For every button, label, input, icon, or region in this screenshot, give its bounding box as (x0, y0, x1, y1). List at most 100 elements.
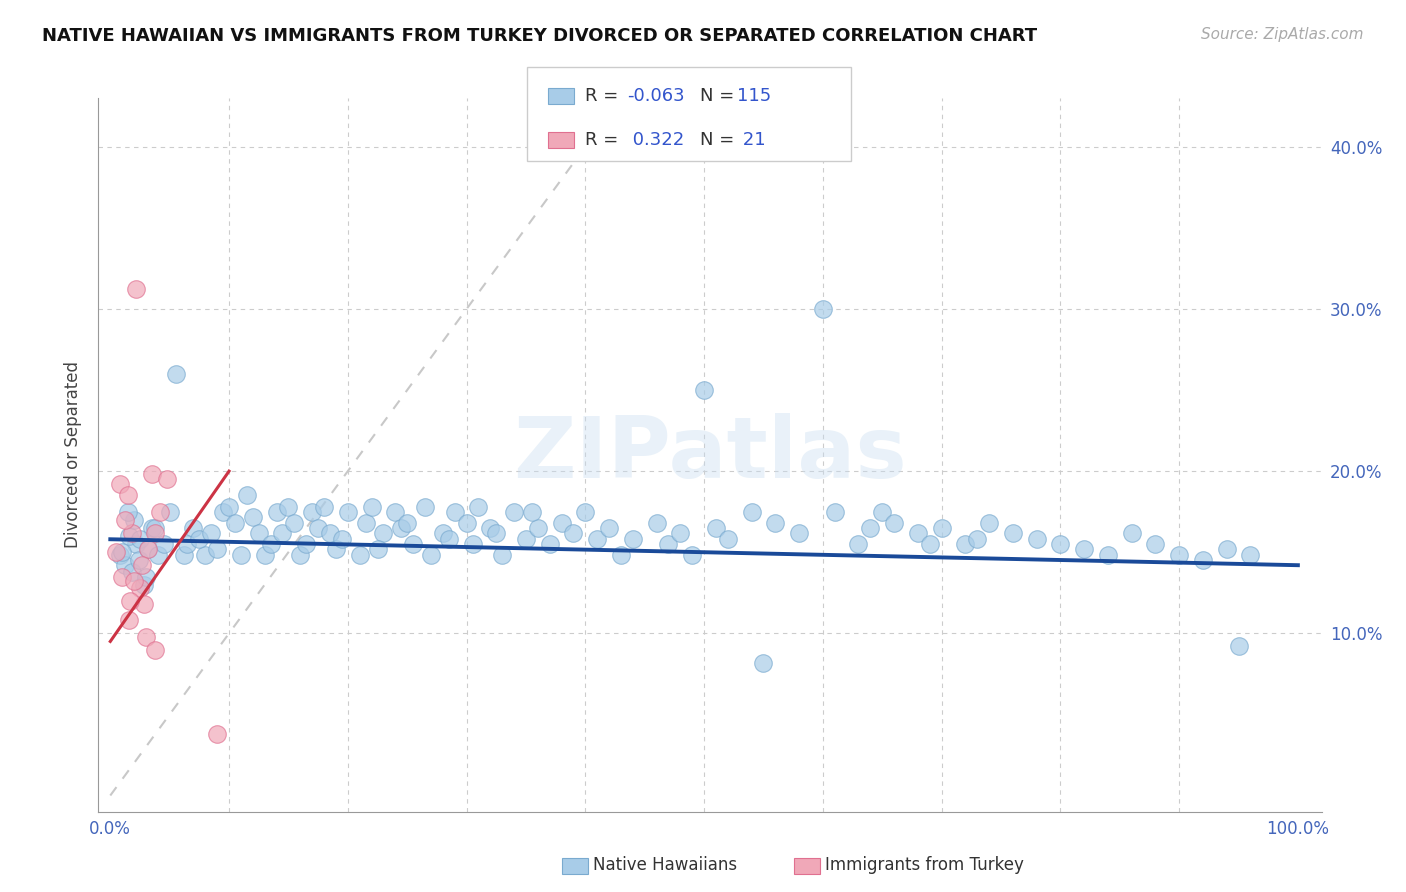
Point (135, 569, 157, 583)
Point (212, 505, 235, 519)
Point (443, 505, 465, 519)
Point (848, 537, 870, 551)
Point (955, 537, 977, 551)
Point (396, 516, 419, 530)
Point (373, 525, 395, 540)
Point (598, 521, 620, 535)
Point (704, 521, 727, 535)
Point (931, 521, 953, 535)
Point (125, 537, 148, 551)
Point (467, 500, 489, 514)
Point (669, 525, 692, 540)
Point (283, 516, 305, 530)
Point (413, 500, 436, 514)
Point (301, 505, 323, 519)
Point (402, 537, 425, 551)
Point (366, 541, 388, 556)
Point (176, 537, 198, 551)
Point (1215, 541, 1237, 556)
Point (977, 516, 1000, 530)
Point (763, 516, 786, 530)
Point (111, 569, 134, 583)
Point (527, 521, 550, 535)
Point (236, 488, 259, 502)
Point (693, 383, 716, 397)
Point (562, 525, 585, 540)
Point (121, 565, 143, 579)
Point (485, 525, 508, 540)
Text: NATIVE HAWAIIAN VS IMMIGRANTS FROM TURKEY DIVORCED OR SEPARATED CORRELATION CHAR: NATIVE HAWAIIAN VS IMMIGRANTS FROM TURKE… (42, 27, 1038, 45)
Text: R =: R = (585, 131, 624, 149)
Point (354, 516, 377, 530)
Point (538, 537, 561, 551)
Point (141, 521, 163, 535)
Point (1227, 640, 1250, 654)
Point (141, 467, 163, 482)
Point (907, 525, 929, 540)
Text: Source: ZipAtlas.com: Source: ZipAtlas.com (1201, 27, 1364, 42)
Point (550, 516, 572, 530)
Point (717, 533, 740, 547)
Point (149, 505, 172, 519)
Point (136, 541, 159, 556)
Point (610, 549, 633, 563)
Point (188, 533, 211, 547)
Text: 21: 21 (737, 131, 765, 149)
Point (389, 521, 412, 535)
Text: -0.063: -0.063 (627, 87, 685, 105)
Point (437, 533, 460, 547)
Point (520, 505, 543, 519)
Y-axis label: Divorced or Separated: Divorced or Separated (63, 361, 82, 549)
Point (224, 516, 246, 530)
Point (205, 727, 228, 741)
Point (145, 521, 167, 535)
Point (129, 581, 152, 595)
Point (811, 301, 834, 316)
Point (290, 549, 312, 563)
Point (105, 545, 128, 559)
Point (266, 505, 288, 519)
Point (1144, 537, 1167, 551)
Point (259, 537, 281, 551)
Point (145, 642, 167, 657)
Point (108, 549, 131, 563)
Text: N =: N = (700, 131, 740, 149)
Point (277, 500, 299, 514)
Point (129, 533, 152, 547)
Point (194, 549, 217, 563)
Point (1121, 525, 1143, 540)
Point (1168, 549, 1191, 563)
Point (122, 574, 145, 589)
Point (657, 537, 679, 551)
Point (1097, 549, 1119, 563)
Point (173, 549, 195, 563)
Point (165, 367, 187, 381)
Point (621, 533, 644, 547)
Point (645, 516, 668, 530)
Point (432, 525, 454, 540)
Point (307, 521, 329, 535)
Point (325, 541, 347, 556)
Point (122, 513, 145, 527)
Point (360, 500, 382, 514)
Point (870, 505, 893, 519)
Point (918, 537, 941, 551)
Point (118, 529, 141, 543)
Point (120, 594, 142, 608)
Point (574, 505, 596, 519)
Point (1025, 533, 1047, 547)
Point (312, 500, 335, 514)
Point (111, 545, 134, 559)
Point (218, 500, 240, 514)
Point (131, 558, 153, 573)
Point (146, 549, 169, 563)
Point (681, 549, 703, 563)
Point (128, 553, 150, 567)
Point (253, 549, 276, 563)
Point (159, 505, 181, 519)
Point (156, 472, 179, 486)
Point (183, 521, 205, 535)
Point (117, 488, 139, 502)
Point (125, 283, 148, 297)
Text: ZIPatlas: ZIPatlas (513, 413, 907, 497)
